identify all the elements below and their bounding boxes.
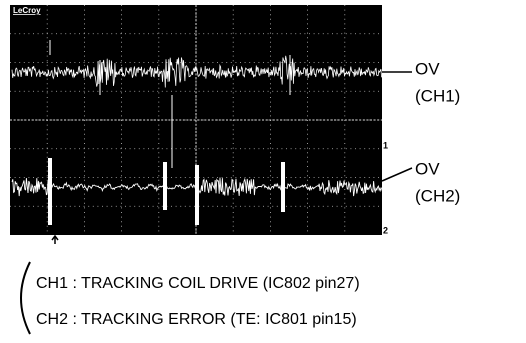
brace <box>21 262 30 334</box>
figure: LeCroy 1 2 OV (CH1) OV (CH2) CH1 : TRACK… <box>0 0 526 338</box>
level-label: OV <box>415 59 440 78</box>
channel-label: (CH2) <box>415 186 460 205</box>
ch2-burst <box>163 162 167 210</box>
channel-marker: 1 <box>383 140 388 150</box>
channel-marker: 2 <box>383 225 388 235</box>
ch2-burst <box>48 158 52 225</box>
legend-line: CH2 : TRACKING ERROR (TE: IC801 pin15) <box>36 311 357 328</box>
channel-label: (CH1) <box>415 86 460 105</box>
ch2-burst <box>281 162 285 212</box>
trigger-marker <box>52 236 58 244</box>
scope-brand: LeCroy <box>13 6 41 15</box>
leader-line <box>382 168 412 181</box>
legend-line: CH1 : TRACKING COIL DRIVE (IC802 pin27) <box>36 275 360 292</box>
ch2-burst <box>195 165 199 225</box>
level-label: OV <box>415 159 440 178</box>
